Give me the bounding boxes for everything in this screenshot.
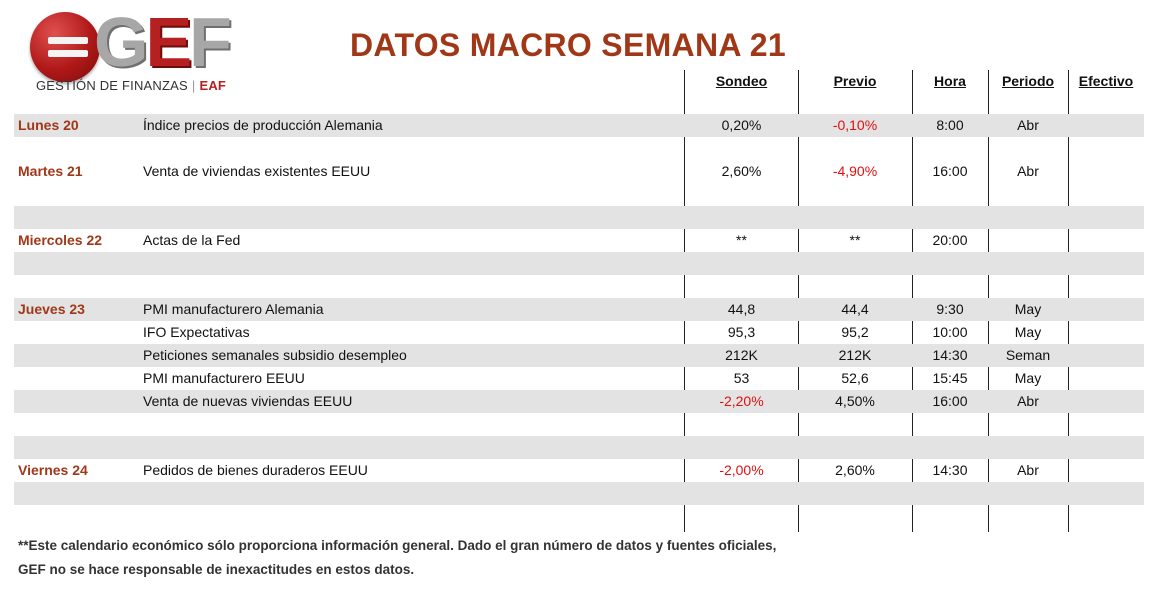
row-day: Miercoles 22 [18,232,103,248]
cell-previo: ** [849,232,861,248]
row-day: Martes 21 [18,163,83,179]
cell-periodo: Abr [1017,117,1039,133]
logo-mark: GEF [94,3,232,81]
disclaimer-note: **Este calendario económico sólo proporc… [18,534,776,582]
macro-calendar-table: Sondeo Previo Hora Periodo Efectivo Lunes 20 Í… [14,0,1144,532]
cell-sondeo: 95,3 [727,324,756,340]
row-event: PMI manufacturero EEUU [143,370,305,386]
row-event: PMI manufacturero Alemania [143,301,324,317]
cell-hora: 14:30 [932,462,968,478]
row-day: Viernes 24 [18,462,88,478]
table-row [14,413,1144,436]
table-row: Miercoles 22 Actas de la Fed ** ** 20:00 [14,229,1144,252]
row-event: Pedidos de bienes duraderos EEUU [143,462,368,478]
cell-periodo: Seman [1005,347,1051,363]
table-row: Martes 21 Venta de viviendas existentes E… [14,160,1144,183]
disclaimer-line-1: **Este calendario económico sólo proporc… [18,538,777,553]
cell-sondeo: 44,8 [727,301,756,317]
table-row [14,183,1144,206]
cell-sondeo: -2,20% [719,393,764,409]
cell-previo: 2,60% [835,462,875,478]
table-row: Venta de nuevas viviendas EEUU -2,20% 4,50… [14,390,1144,413]
table-row [14,206,1144,229]
cell-hora: 16:00 [932,393,968,409]
cell-periodo: Abr [1017,393,1039,409]
table-row: Peticiones semanales subsidio desempleo 2… [14,344,1144,367]
table-row [14,275,1144,298]
cell-previo: 95,2 [841,324,869,340]
column-header-previo: Previo [833,73,877,89]
table-row: PMI manufacturero EEUU 53 52,6 15:45 May [14,367,1144,390]
cell-hora: 20:00 [932,232,968,248]
logo-euro-icon [30,12,100,82]
row-day: Lunes 20 [18,117,79,133]
cell-sondeo: 0,20% [721,117,762,133]
table-row: Viernes 24 Pedidos de bienes duraderos EE… [14,459,1144,482]
column-header-sondeo: Sondeo [715,73,768,89]
cell-previo: -4,90% [832,163,878,179]
table-row: IFO Expectativas 95,3 95,2 10:00 May [14,321,1144,344]
cell-periodo: May [1014,370,1042,386]
cell-sondeo: 53 [733,370,750,386]
cell-hora: 16:00 [932,163,968,179]
logo-subtitle: GESTIÓN DE FINANZAS | EAF [36,78,227,93]
cell-previo: 44,4 [841,301,869,317]
table-row [14,436,1144,459]
cell-hora: 10:00 [932,324,968,340]
cell-sondeo: -2,00% [719,462,764,478]
gef-logo: GEF GESTIÓN DE FINANZAS | EAF [28,3,248,98]
cell-previo: 4,50% [835,393,875,409]
table-row: Jueves 23 PMI manufacturero Alemania 44,8 4… [14,298,1144,321]
table-row [14,252,1144,275]
disclaimer-line-2: GEF no se hace responsable de inexactitu… [18,562,415,577]
column-header-efectivo: Efectivo [1078,73,1134,89]
table-row: Lunes 20 Índice precios de producción Ale… [14,114,1144,137]
cell-periodo: Abr [1017,462,1039,478]
cell-sondeo: 212K [725,347,758,363]
cell-hora: 15:45 [932,370,968,386]
cell-periodo: May [1014,324,1042,340]
row-event: IFO Expectativas [143,324,250,340]
row-event: Venta de viviendas existentes EEUU [143,163,371,179]
cell-hora: 8:00 [936,117,964,133]
row-day: Jueves 23 [18,301,85,317]
cell-hora: 14:30 [932,347,968,363]
cell-previo: 212K [838,347,872,363]
logo-subtitle-text: GESTIÓN DE FINANZAS [36,78,188,93]
logo-eaf: EAF [199,78,227,93]
row-event: Actas de la Fed [143,232,241,248]
table-row [14,137,1144,160]
cell-previo: 52,6 [841,370,869,386]
cell-sondeo: 2,60% [721,163,762,179]
cell-previo: -0,10% [832,117,878,133]
table-row [14,482,1144,505]
cell-sondeo: ** [736,232,747,248]
row-event: Índice precios de producción Alemania [143,117,383,133]
cell-hora: 9:30 [936,301,964,317]
row-event: Venta de nuevas viviendas EEUU [143,393,353,409]
column-header-hora: Hora [934,73,966,89]
column-header-periodo: Periodo [1001,73,1055,89]
cell-periodo: May [1014,301,1042,317]
page-title: DATOS MACRO SEMANA 21 [350,27,786,63]
cell-periodo: Abr [1017,163,1039,179]
row-event: Peticiones semanales subsidio desempleo [143,347,407,363]
